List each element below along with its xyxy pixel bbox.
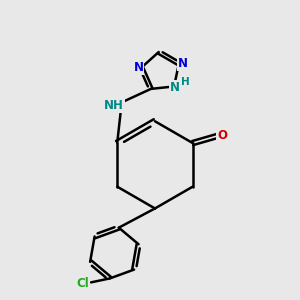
Text: O: O	[218, 129, 227, 142]
Text: NH: NH	[104, 99, 124, 112]
Text: N: N	[134, 61, 143, 74]
Text: Cl: Cl	[77, 277, 89, 290]
Text: N: N	[178, 57, 188, 70]
Text: N: N	[170, 81, 180, 94]
Text: H: H	[181, 76, 189, 86]
